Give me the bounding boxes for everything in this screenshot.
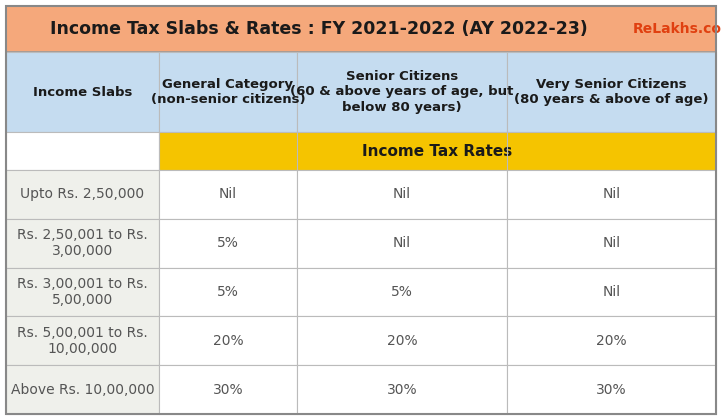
Text: Income Tax Rates: Income Tax Rates: [362, 144, 513, 158]
Text: 5%: 5%: [391, 285, 413, 299]
Text: 20%: 20%: [212, 334, 243, 348]
Bar: [6, 365, 159, 414]
Text: Very Senior Citizens
(80 years & above of age): Very Senior Citizens (80 years & above o…: [514, 78, 708, 106]
Bar: [6, 52, 159, 132]
Text: Rs. 3,00,001 to Rs.
5,00,000: Rs. 3,00,001 to Rs. 5,00,000: [17, 277, 148, 307]
Bar: [297, 365, 507, 414]
Text: ReLakhs.com: ReLakhs.com: [632, 22, 722, 36]
Bar: [297, 52, 507, 132]
Text: Nil: Nil: [602, 285, 620, 299]
Text: Above Rs. 10,00,000: Above Rs. 10,00,000: [11, 383, 154, 396]
Bar: [507, 52, 716, 132]
Text: 20%: 20%: [386, 334, 417, 348]
Text: Upto Rs. 2,50,000: Upto Rs. 2,50,000: [20, 187, 144, 202]
Bar: [6, 6, 716, 52]
Text: Nil: Nil: [393, 187, 411, 202]
Bar: [6, 132, 159, 170]
Bar: [507, 268, 716, 316]
Bar: [6, 219, 159, 268]
Text: 30%: 30%: [212, 383, 243, 396]
Text: Rs. 5,00,001 to Rs.
10,00,000: Rs. 5,00,001 to Rs. 10,00,000: [17, 326, 148, 356]
Text: 20%: 20%: [596, 334, 627, 348]
Bar: [159, 132, 716, 170]
Bar: [507, 219, 716, 268]
Bar: [159, 219, 297, 268]
Text: Income Tax Slabs & Rates : FY 2021-2022 (AY 2022-23): Income Tax Slabs & Rates : FY 2021-2022 …: [50, 20, 587, 38]
Text: Senior Citizens
(60 & above years of age, but
below 80 years): Senior Citizens (60 & above years of age…: [290, 71, 513, 113]
Bar: [159, 268, 297, 316]
Bar: [6, 170, 159, 219]
Text: Nil: Nil: [602, 187, 620, 202]
Text: 30%: 30%: [596, 383, 627, 396]
Text: Nil: Nil: [393, 236, 411, 250]
Bar: [297, 316, 507, 365]
Text: Income Slabs: Income Slabs: [32, 86, 132, 99]
Bar: [159, 52, 297, 132]
Bar: [297, 268, 507, 316]
Bar: [6, 316, 159, 365]
Text: 5%: 5%: [217, 236, 239, 250]
Text: Nil: Nil: [602, 236, 620, 250]
Bar: [507, 170, 716, 219]
Text: General Category
(non-senior citizens): General Category (non-senior citizens): [151, 78, 305, 106]
Bar: [297, 219, 507, 268]
Bar: [159, 170, 297, 219]
Text: 30%: 30%: [386, 383, 417, 396]
Bar: [6, 268, 159, 316]
Bar: [159, 365, 297, 414]
Text: 5%: 5%: [217, 285, 239, 299]
Bar: [159, 316, 297, 365]
Bar: [297, 170, 507, 219]
Text: Nil: Nil: [219, 187, 237, 202]
Text: Rs. 2,50,001 to Rs.
3,00,000: Rs. 2,50,001 to Rs. 3,00,000: [17, 228, 148, 258]
Bar: [507, 365, 716, 414]
Bar: [507, 316, 716, 365]
